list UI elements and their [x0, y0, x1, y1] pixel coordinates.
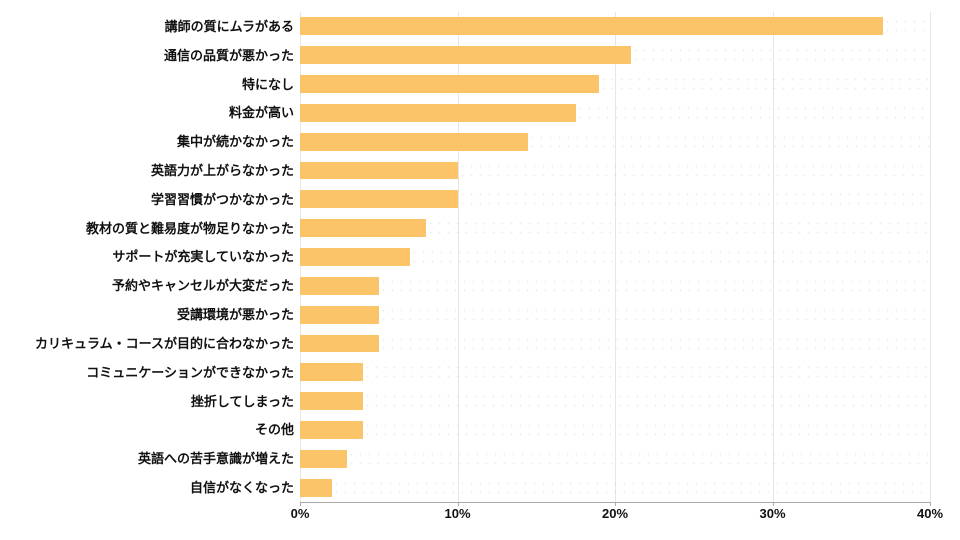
bar-row: 予約やキャンセルが大変だった [300, 277, 930, 295]
bar [300, 306, 379, 324]
bar-label: その他 [255, 423, 294, 436]
bar [300, 46, 631, 64]
bar-label: コミュニケーションができなかった [86, 366, 294, 379]
plot-area: 講師の質にムラがある通信の品質が悪かった特になし料金が高い集中が続かなかった英語… [300, 12, 930, 502]
horizontal-bar-chart: 講師の質にムラがある通信の品質が悪かった特になし料金が高い集中が続かなかった英語… [0, 0, 960, 540]
bar-row: コミュニケーションができなかった [300, 363, 930, 381]
bar-label: 自信がなくなった [190, 481, 294, 494]
bar [300, 392, 363, 410]
bar-row: 英語への苦手意識が増えた [300, 450, 930, 468]
bar-label: 英語への苦手意識が増えた [138, 452, 294, 465]
gridline [930, 12, 931, 502]
bar-label: カリキュラム・コースが目的に合わなかった [35, 337, 294, 350]
bar-row: 受講環境が悪かった [300, 306, 930, 324]
bar [300, 450, 347, 468]
bar-row: その他 [300, 421, 930, 439]
bar [300, 75, 599, 93]
bar [300, 190, 458, 208]
bar [300, 17, 883, 35]
x-tick-label: 0% [291, 506, 310, 521]
bar [300, 133, 528, 151]
bar [300, 219, 426, 237]
x-tick-label: 20% [602, 506, 628, 521]
bar-row: 教材の質と難易度が物足りなかった [300, 219, 930, 237]
bar-row: 通信の品質が悪かった [300, 46, 930, 64]
bar-label: 予約やキャンセルが大変だった [112, 279, 294, 292]
bar-label: サポートが充実していなかった [112, 250, 294, 263]
bar-label: 特になし [242, 78, 294, 91]
bar-row: 学習習慣がつかなかった [300, 190, 930, 208]
x-tick-label: 10% [444, 506, 470, 521]
bar-label: 英語力が上がらなかった [151, 164, 294, 177]
x-tick-label: 30% [759, 506, 785, 521]
x-tick-label: 40% [917, 506, 943, 521]
bar-row: サポートが充実していなかった [300, 248, 930, 266]
bar-label: 学習習慣がつかなかった [151, 193, 294, 206]
bar [300, 162, 458, 180]
bar-label: 通信の品質が悪かった [164, 49, 294, 62]
bar-row: 挫折してしまった [300, 392, 930, 410]
bar [300, 335, 379, 353]
bar-row: 講師の質にムラがある [300, 17, 930, 35]
bar-label: 講師の質にムラがある [165, 20, 294, 33]
bar-row: カリキュラム・コースが目的に合わなかった [300, 335, 930, 353]
bar-label: 料金が高い [229, 106, 294, 119]
bar-row: 料金が高い [300, 104, 930, 122]
bar-row: 自信がなくなった [300, 479, 930, 497]
bar [300, 479, 332, 497]
bar-row: 英語力が上がらなかった [300, 162, 930, 180]
bar-label: 挫折してしまった [191, 395, 294, 408]
bar-label: 受講環境が悪かった [177, 308, 294, 321]
bar-row: 特になし [300, 75, 930, 93]
bar [300, 421, 363, 439]
bar-row: 集中が続かなかった [300, 133, 930, 151]
bar-label: 集中が続かなかった [177, 135, 294, 148]
bar [300, 248, 410, 266]
bar [300, 363, 363, 381]
bar [300, 277, 379, 295]
bar-label: 教材の質と難易度が物足りなかった [86, 222, 294, 235]
bar [300, 104, 576, 122]
